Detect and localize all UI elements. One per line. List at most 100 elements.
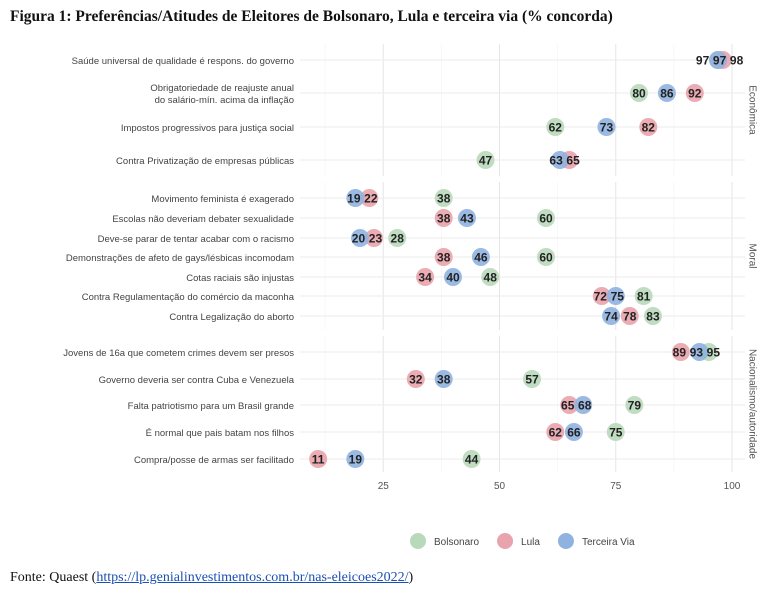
data-label: 66 bbox=[567, 426, 581, 440]
row-label: Cotas raciais são injustas bbox=[186, 273, 294, 284]
legend-label: Lula bbox=[521, 537, 540, 548]
data-label: 74 bbox=[604, 310, 618, 324]
source-suffix: ) bbox=[408, 570, 414, 585]
dot-lula bbox=[360, 189, 379, 207]
facet-strip-label: Moral bbox=[746, 243, 757, 268]
dot-terceira-via bbox=[606, 287, 625, 305]
legend-label: Bolsonaro bbox=[434, 537, 479, 548]
row-label: É normal que pais batam nos filhos bbox=[146, 428, 295, 439]
dot-terceira-via bbox=[351, 229, 369, 247]
dot-bolsonaro bbox=[537, 248, 555, 266]
dot-lula bbox=[309, 450, 328, 468]
data-label: 11 bbox=[312, 453, 325, 467]
dot-terceira-via bbox=[444, 268, 462, 286]
data-label: 81 bbox=[637, 290, 651, 304]
dot-terceira-via bbox=[434, 370, 453, 388]
row-label: Jovens de 16a que cometem crimes devem s… bbox=[63, 348, 294, 359]
dot-lula bbox=[406, 370, 425, 388]
data-label: 83 bbox=[646, 310, 660, 324]
figure-title: Figura 1: Preferências/Atitudes de Eleit… bbox=[10, 8, 613, 25]
data-label: 40 bbox=[446, 271, 460, 285]
data-label: 97 bbox=[713, 54, 727, 68]
x-tick-label: 50 bbox=[494, 481, 506, 492]
data-label: 47 bbox=[479, 154, 493, 168]
data-label: 38 bbox=[437, 212, 451, 226]
data-label: 38 bbox=[437, 373, 451, 387]
data-label: 38 bbox=[437, 192, 451, 206]
dot-bolsonaro bbox=[523, 370, 542, 388]
legend-swatch bbox=[557, 533, 574, 549]
dot-lula bbox=[560, 396, 579, 414]
data-label: 28 bbox=[391, 232, 405, 246]
source-link[interactable]: https://lp.genialinvestimentos.com.br/na… bbox=[96, 570, 409, 585]
row-label: Saúde universal de qualidade é respons. … bbox=[72, 56, 294, 67]
x-tick-label: 75 bbox=[610, 481, 622, 492]
data-label: 43 bbox=[460, 212, 474, 226]
dot-bolsonaro bbox=[606, 423, 625, 441]
data-label: 44 bbox=[465, 453, 479, 467]
row-label: Escolas não deveriam debater sexualidade bbox=[112, 214, 294, 225]
row-label: Governo deveria ser contra Cuba e Venezu… bbox=[99, 375, 295, 386]
legend-swatch bbox=[410, 533, 426, 549]
data-label: 48 bbox=[484, 271, 498, 285]
dot-plot: Econômica Saúde universal de qualidade é … bbox=[63, 44, 757, 549]
data-label: 65 bbox=[561, 399, 575, 413]
dot-bolsonaro bbox=[630, 84, 648, 102]
row-label: Movimento feminista é exagerado bbox=[151, 194, 294, 205]
row-label: Contra Regulamentação do comércio da mac… bbox=[82, 292, 295, 303]
row-label: Obrigatoriedade de reajuste anual bbox=[150, 83, 294, 94]
row-label: Demonstrações de afeto de gays/lésbicas … bbox=[66, 253, 294, 264]
data-label: 20 bbox=[352, 232, 366, 246]
data-label: 46 bbox=[474, 251, 488, 265]
dot-lula bbox=[546, 423, 565, 441]
data-label: 19 bbox=[349, 453, 363, 467]
data-label: 89 bbox=[673, 346, 687, 360]
data-label: 23 bbox=[369, 232, 383, 246]
dot-terceira-via bbox=[346, 189, 365, 207]
source-prefix: Fonte: Quaest ( bbox=[10, 570, 97, 585]
data-label: 72 bbox=[594, 290, 608, 304]
data-label: 57 bbox=[525, 373, 539, 387]
data-label: 60 bbox=[539, 212, 553, 226]
data-label: 80 bbox=[632, 87, 646, 101]
dot-terceira-via bbox=[457, 209, 476, 227]
data-label: 95 bbox=[707, 346, 721, 360]
row-label: do salário-mín. acima da inflação bbox=[155, 95, 294, 106]
dot-terceira-via bbox=[709, 51, 728, 69]
dot-lula bbox=[639, 118, 658, 136]
data-label: 75 bbox=[609, 426, 623, 440]
data-label: 78 bbox=[623, 310, 637, 324]
data-label: 19 bbox=[347, 192, 361, 206]
dot-lula bbox=[416, 268, 435, 286]
dot-lula bbox=[592, 287, 611, 305]
data-label: 86 bbox=[660, 87, 674, 101]
data-label: 22 bbox=[364, 192, 378, 206]
dot-bolsonaro bbox=[625, 396, 644, 414]
dot-bolsonaro bbox=[546, 118, 565, 136]
dot-terceira-via bbox=[471, 248, 490, 266]
data-label: 63 bbox=[549, 154, 563, 168]
data-label: 60 bbox=[539, 251, 553, 265]
x-tick-label: 25 bbox=[378, 481, 390, 492]
data-label: 75 bbox=[611, 290, 625, 304]
data-label: 93 bbox=[690, 346, 704, 360]
data-label: 34 bbox=[418, 271, 432, 285]
dot-bolsonaro bbox=[481, 268, 500, 286]
dot-terceira-via bbox=[690, 343, 709, 361]
dot-terceira-via bbox=[564, 423, 583, 441]
dot-terceira-via bbox=[574, 396, 593, 414]
dot-lula bbox=[434, 209, 453, 227]
dot-bolsonaro bbox=[537, 209, 555, 227]
dot-terceira-via bbox=[346, 450, 365, 468]
dot-bolsonaro bbox=[462, 450, 481, 468]
legend-label: Terceira Via bbox=[582, 537, 635, 548]
facet-strip-label: Econômica bbox=[746, 85, 757, 135]
data-label: 98 bbox=[730, 54, 744, 68]
row-label: Deve-se parar de tentar acabar com o rac… bbox=[98, 234, 294, 245]
data-label: 38 bbox=[437, 251, 451, 265]
dot-lula bbox=[685, 84, 704, 102]
dot-lula bbox=[620, 307, 639, 325]
data-label: 62 bbox=[549, 426, 563, 440]
dot-lula bbox=[434, 248, 453, 266]
row-label: Contra Privatização de empresas públicas bbox=[116, 156, 294, 167]
